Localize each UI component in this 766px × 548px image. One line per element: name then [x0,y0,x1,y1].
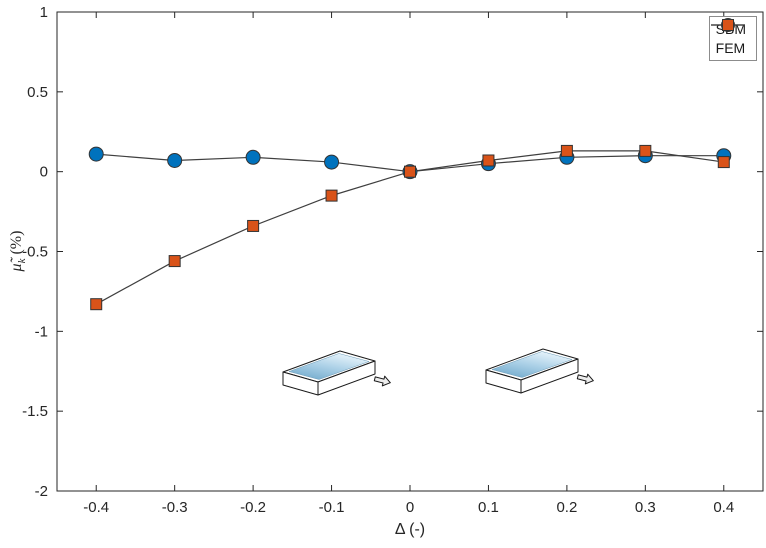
x-tick-label: -0.4 [83,499,109,516]
marker-fem [325,189,338,202]
fem-line-marker-sample [710,19,745,31]
y-tick-label: 0 [40,164,48,181]
y-tick-label: -1.5 [22,403,48,420]
marker-fem [482,154,495,167]
tray-illustration-right [485,348,594,394]
marker-sbm [88,146,104,162]
marker-fem [560,144,573,157]
marker-fem [90,298,103,311]
y-axis-label: μ̃k (%) [8,231,28,272]
x-tick-label: -0.3 [162,499,188,516]
tray-illustration-left [282,350,391,396]
marker-sbm [324,154,340,170]
y-axis-label-subscript: k [16,258,29,264]
water-surface [491,351,573,378]
marker-fem [404,165,416,178]
x-tick-label: 0 [406,499,414,516]
y-tick-label: -1 [35,323,48,340]
y-tick-label: -2 [35,483,48,500]
x-tick-label: 0.2 [556,499,577,516]
x-tick-label: 0.3 [635,499,656,516]
x-tick-label: 0.1 [478,499,499,516]
marker-fem [168,255,181,268]
axes-box [56,11,764,492]
marker-fem [247,219,260,232]
x-tick-label: -0.2 [240,499,266,516]
y-axis-label-unit: (%) [7,230,25,259]
marker-fem [717,156,730,169]
shear-arrow-icon [373,375,391,387]
legend-label-fem: FEM [715,40,746,56]
legend: SBM FEM [708,16,757,61]
x-tick-label: -0.1 [319,499,345,516]
fem-square-marker-icon [721,19,734,31]
marker-sbm [167,152,183,168]
marker-sbm [245,149,261,165]
marker-fem [639,144,652,157]
x-axis-label: Δ (-) [394,521,426,538]
legend-item-fem: FEM [710,19,746,56]
shear-arrow-icon [576,373,594,385]
y-axis-label-symbol: μ̃ [7,263,25,272]
y-tick-label: 1 [40,4,48,21]
y-tick-label: 0.5 [27,84,48,101]
water-surface [288,353,370,380]
y-tick-label: -0.5 [22,244,48,261]
x-tick-label: 0.4 [713,499,734,516]
